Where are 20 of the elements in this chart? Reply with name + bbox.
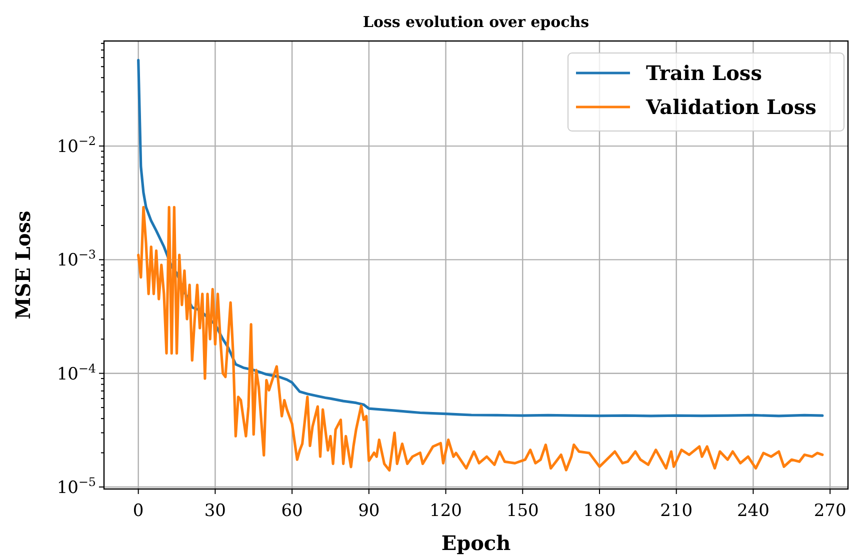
y-axis-title: MSE Loss (11, 210, 35, 320)
legend-label: Validation Loss (645, 95, 816, 119)
x-tick-label: 150 (506, 501, 539, 521)
line-series (137, 206, 824, 472)
x-tick-label: 210 (660, 501, 693, 521)
x-tick-label: 30 (204, 501, 226, 521)
x-tick-label: 60 (281, 501, 303, 521)
y-tick-label: 10$^{−2}$ (56, 134, 96, 158)
y-tick-label: 10$^{−3}$ (56, 248, 96, 271)
legend-label: Train Loss (646, 61, 762, 85)
x-tick-label: 0 (132, 501, 144, 521)
x-axis-title: Epoch (441, 531, 512, 555)
x-tick-label: 90 (358, 501, 380, 521)
chart-title: Loss evolution over epochs (362, 13, 590, 31)
x-tick-label: 120 (430, 501, 462, 521)
x-tick-label: 180 (583, 501, 616, 521)
x-tick-label: 240 (736, 501, 770, 521)
y-tick-label: 10$^{−4}$ (56, 361, 96, 384)
y-tick-label: 10$^{−5}$ (56, 474, 96, 498)
x-tick-label: 270 (814, 501, 846, 521)
